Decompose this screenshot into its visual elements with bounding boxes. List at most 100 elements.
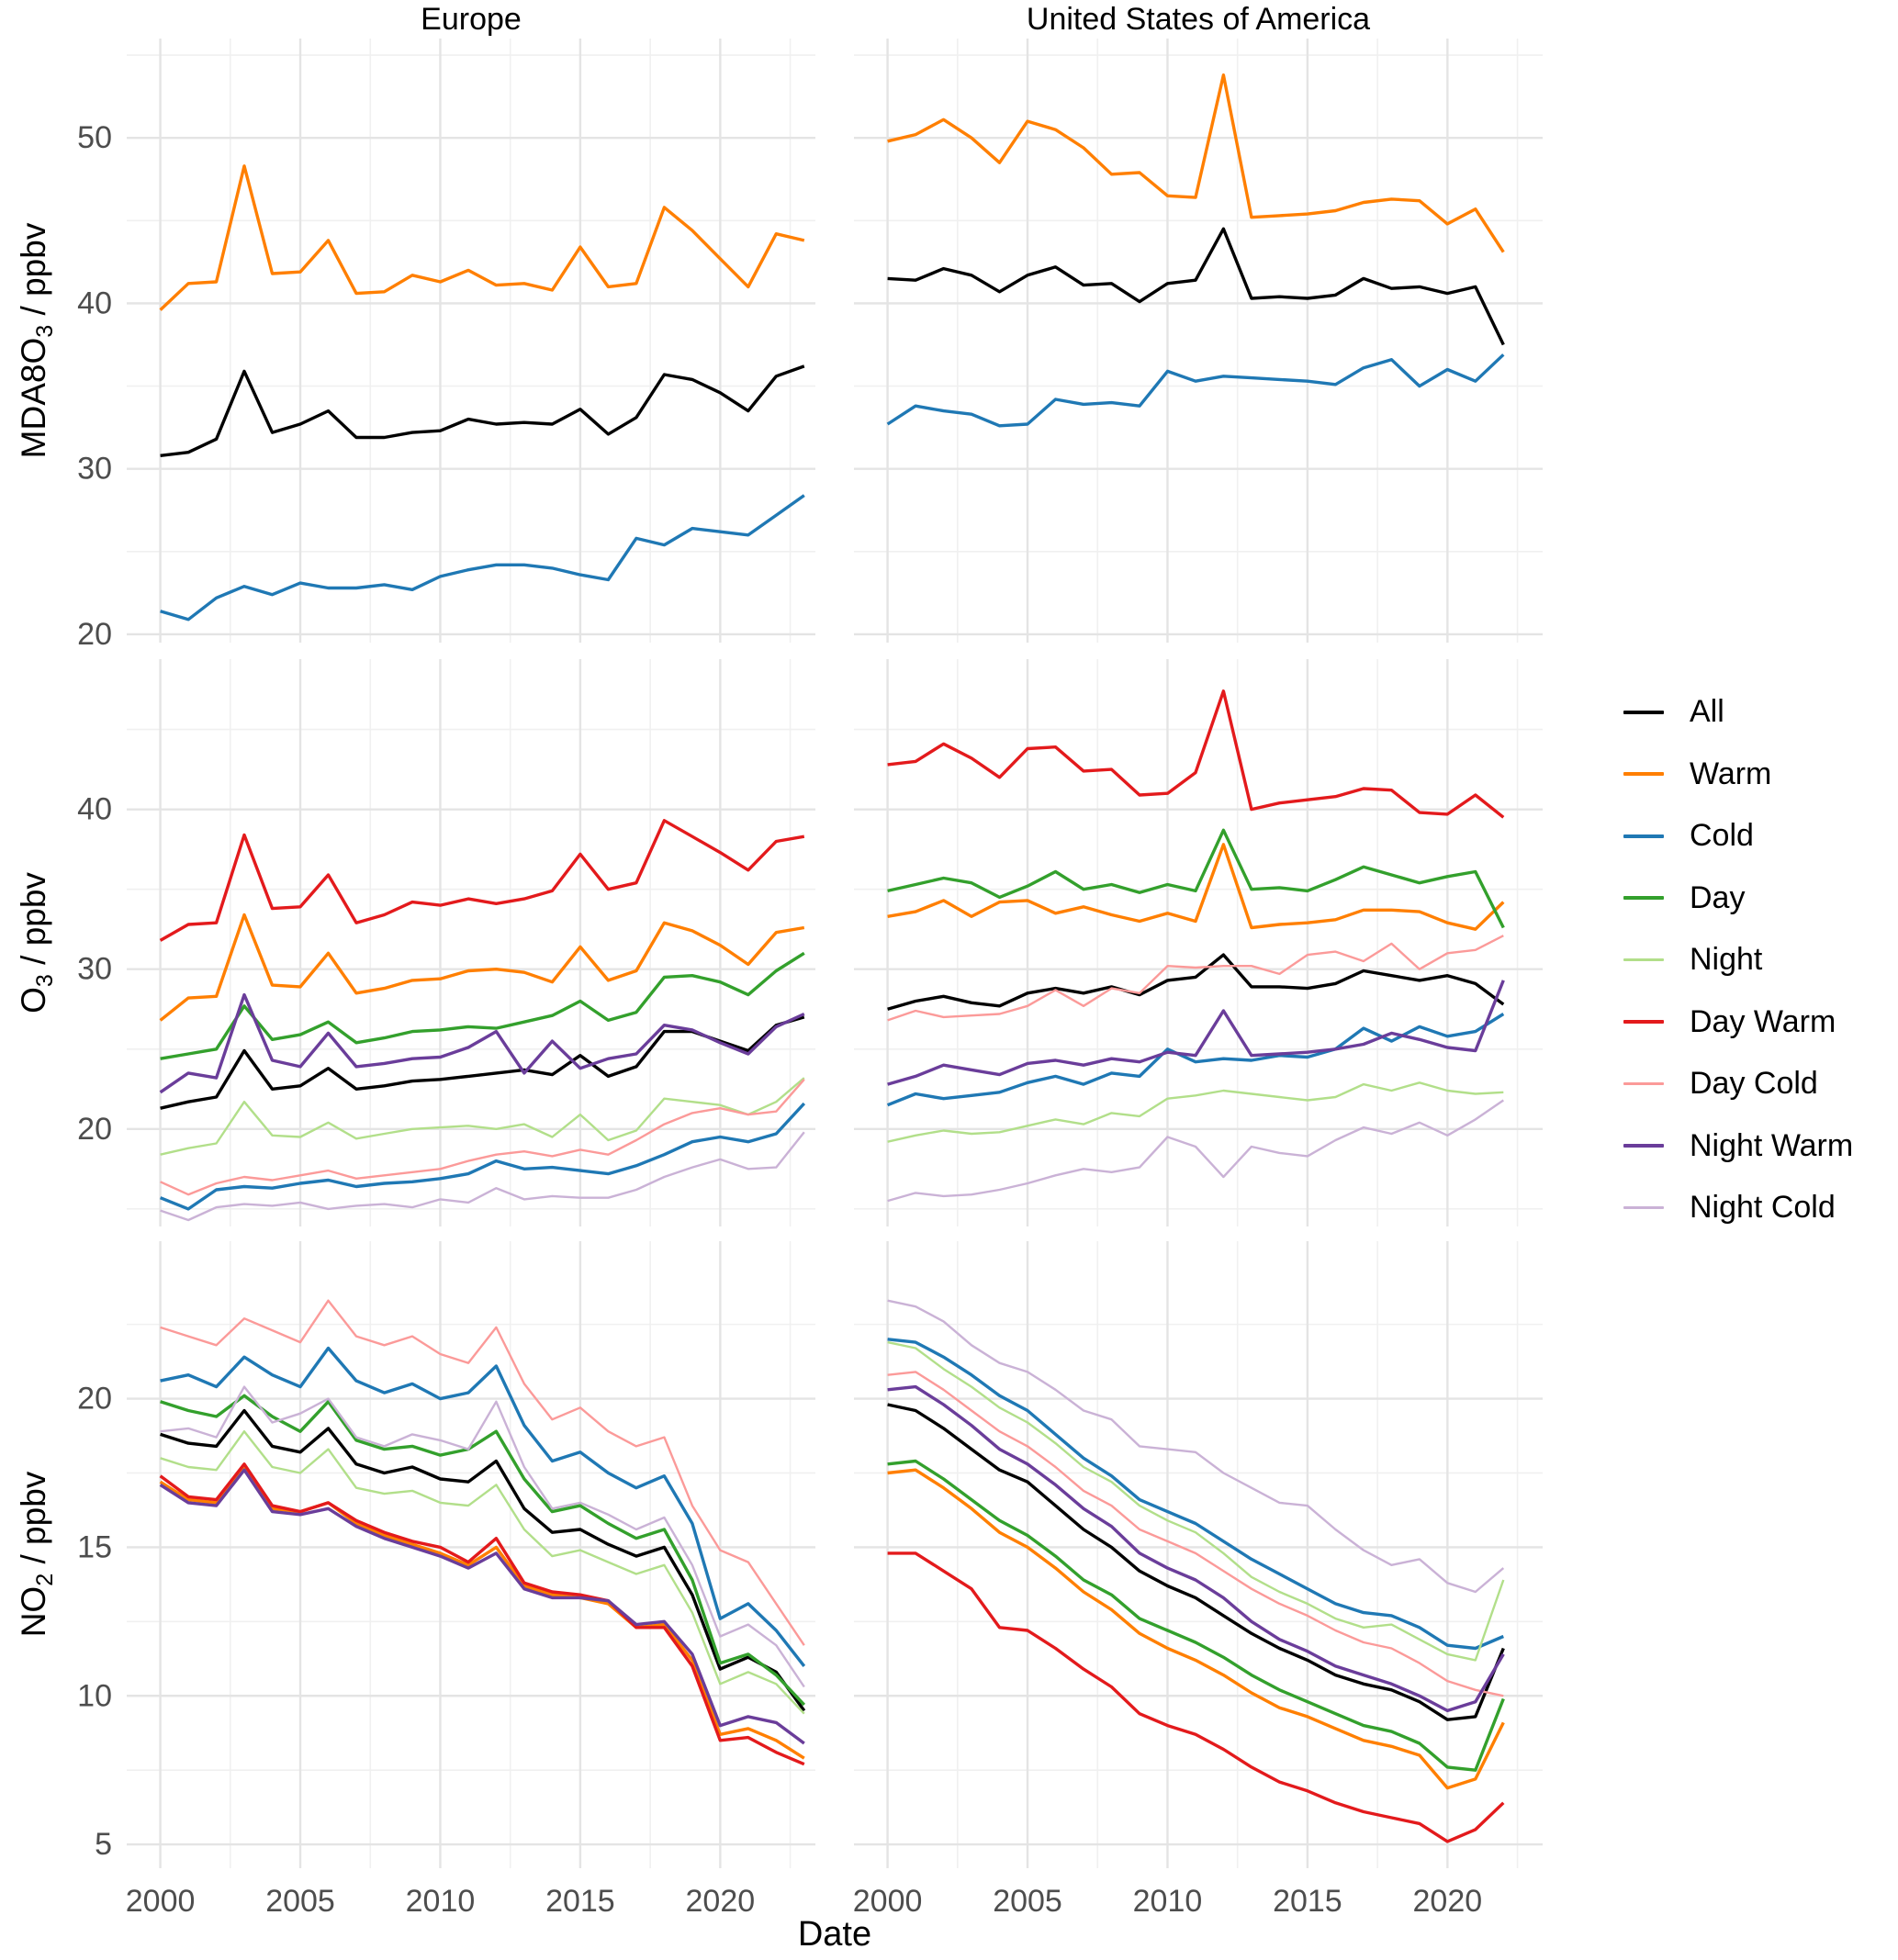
x-tick-label: 2020 xyxy=(686,1884,756,1919)
y-tick-label: 10 xyxy=(77,1678,112,1713)
y-axis-title-text: NO xyxy=(14,1585,52,1638)
series-line-day-cold xyxy=(160,1299,805,1646)
x-tick-label: 2015 xyxy=(545,1884,615,1919)
y-axis-title-subscript: 2 xyxy=(32,1573,59,1586)
y-axis-title-subscript: 3 xyxy=(32,324,59,338)
legend-label: Night Warm xyxy=(1690,1127,1854,1163)
legend: All Warm Cold Day Night Day Warm Day Cold Night… xyxy=(1623,681,1853,1239)
y-axis-title-subscript: 3 xyxy=(32,974,59,988)
legend-label: All xyxy=(1690,694,1724,730)
series-line-night-warm xyxy=(159,1468,805,1745)
y-tick-label: 15 xyxy=(77,1529,112,1564)
facet-title-usa: United States of America xyxy=(1026,2,1371,37)
legend-label: Night xyxy=(1690,942,1763,978)
x-tick-label: 2000 xyxy=(853,1884,923,1919)
legend-item-day-cold: Day Cold xyxy=(1623,1053,1853,1115)
legend-item-night-warm: Night Warm xyxy=(1623,1115,1853,1178)
y-axis-title-units: / ppbv xyxy=(14,872,52,975)
series-line-cold xyxy=(160,1346,806,1667)
y-tick-label: 40 xyxy=(77,286,112,320)
series-line-night xyxy=(160,1077,805,1156)
y-axis-title-mda8o3: MDA8O3 / ppbv xyxy=(15,223,59,459)
series-line-all xyxy=(887,953,1505,1011)
legend-item-night: Night xyxy=(1623,929,1853,991)
series-line-cold xyxy=(886,353,1505,428)
legend-item-night-cold: Night Cold xyxy=(1623,1177,1853,1239)
series-line-night-warm xyxy=(887,980,1505,1086)
series-line-cold xyxy=(886,1013,1505,1107)
series-line-day-warm xyxy=(159,819,805,942)
y-tick-label: 20 xyxy=(77,1112,112,1147)
y-tick-label: 50 xyxy=(77,120,112,155)
x-axis-title: Date xyxy=(797,1915,872,1954)
series-line-warm xyxy=(159,913,805,1022)
series-line-all xyxy=(160,1408,806,1712)
y-tick-label: 20 xyxy=(77,1382,112,1417)
series-line-all xyxy=(160,364,805,457)
x-tick-label: 2005 xyxy=(265,1884,335,1919)
legend-label: Cold xyxy=(1690,818,1754,854)
series-line-cold xyxy=(160,494,805,622)
series-line-day-cold xyxy=(887,935,1504,1022)
x-tick-label: 2015 xyxy=(1273,1884,1342,1919)
series-line-night xyxy=(887,1340,1505,1662)
legend-line-swatch-night-cold xyxy=(1623,1206,1664,1210)
y-tick-label: 20 xyxy=(77,617,112,652)
y-axis-title-units: / ppbv xyxy=(14,222,52,325)
series-line-warm xyxy=(159,164,805,311)
series-line-day xyxy=(887,1459,1505,1772)
legend-item-day-warm: Day Warm xyxy=(1623,991,1853,1054)
legend-line-swatch-day-warm xyxy=(1623,1020,1664,1025)
x-tick-label: 2010 xyxy=(406,1884,476,1919)
y-tick-label: 5 xyxy=(95,1827,112,1862)
legend-line-swatch-all xyxy=(1623,710,1664,714)
y-tick-label: 40 xyxy=(77,792,112,827)
x-tick-label: 2000 xyxy=(126,1884,196,1919)
series-line-night-cold xyxy=(160,1385,805,1688)
series-line-night-cold xyxy=(887,1299,1505,1594)
legend-item-cold: Cold xyxy=(1623,805,1853,868)
series-line-day xyxy=(160,1394,806,1707)
series-line-day xyxy=(887,828,1505,929)
series-line-night-warm xyxy=(887,1384,1505,1713)
series-line-cold xyxy=(887,1338,1504,1651)
y-axis-title-no2: NO2 / ppbv xyxy=(15,1472,59,1638)
series-line-day-warm xyxy=(887,1551,1505,1843)
legend-item-all: All xyxy=(1623,681,1853,744)
y-axis-title-text: MDA8O xyxy=(14,337,52,459)
x-tick-label: 2020 xyxy=(1413,1884,1483,1919)
legend-line-swatch-cold xyxy=(1623,834,1664,838)
legend-line-swatch-night xyxy=(1623,958,1664,962)
series-line-day-warm xyxy=(887,689,1505,819)
series-line-day xyxy=(160,951,805,1060)
series-line-warm xyxy=(887,73,1505,253)
series-line-night xyxy=(160,1429,805,1715)
legend-line-swatch-night-warm xyxy=(1623,1144,1664,1148)
series-line-night-warm xyxy=(159,992,805,1094)
series-line-all xyxy=(160,1015,805,1110)
facet-title-europe: Europe xyxy=(421,2,522,37)
legend-label: Day Cold xyxy=(1690,1066,1818,1102)
series-line-warm xyxy=(887,843,1505,931)
series-line-day-cold xyxy=(160,1079,805,1196)
y-axis-title-units: / ppbv xyxy=(14,1471,52,1574)
x-tick-label: 2005 xyxy=(993,1884,1062,1919)
series-line-day-cold xyxy=(887,1371,1504,1697)
series-line-all xyxy=(887,1403,1505,1721)
series-line-all xyxy=(887,227,1505,346)
series-line-warm xyxy=(887,1468,1505,1790)
legend-label: Night Cold xyxy=(1690,1190,1836,1226)
series-line-night-cold xyxy=(160,1131,805,1222)
x-tick-label: 2010 xyxy=(1133,1884,1203,1919)
series-line-night xyxy=(887,1081,1504,1143)
legend-label: Day Warm xyxy=(1690,1003,1836,1039)
legend-item-warm: Warm xyxy=(1623,744,1853,806)
y-tick-label: 30 xyxy=(77,952,112,987)
legend-line-swatch-warm xyxy=(1623,772,1664,777)
series-line-day-warm xyxy=(159,1462,805,1766)
legend-line-swatch-day xyxy=(1623,896,1664,901)
series-line-warm xyxy=(159,1465,805,1760)
y-axis-title-text: O xyxy=(14,987,52,1014)
legend-item-day: Day xyxy=(1623,868,1853,930)
series-line-cold xyxy=(159,1102,806,1211)
